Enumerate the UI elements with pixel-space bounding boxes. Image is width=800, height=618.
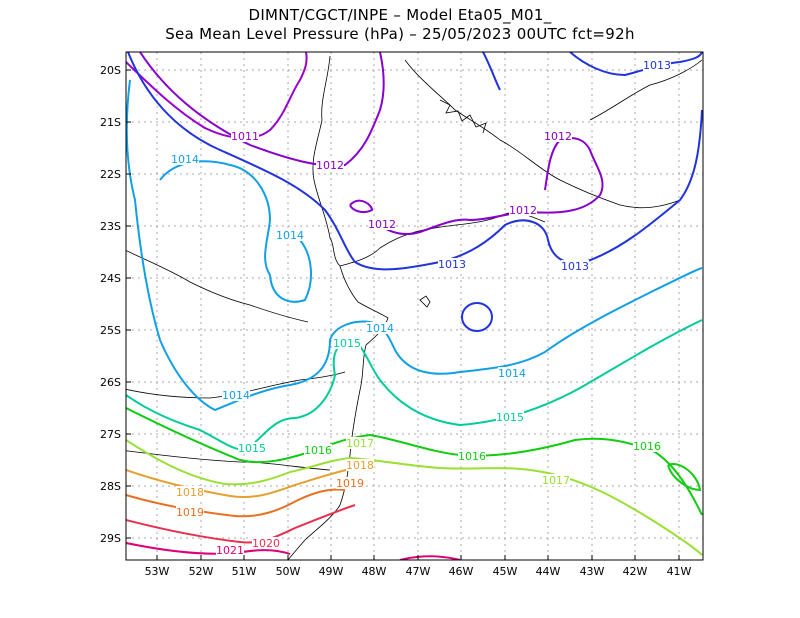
coastline-and-borders: [126, 55, 703, 560]
contour-label-1015: 1015: [238, 442, 266, 455]
contour-label-1019: 1019: [176, 506, 204, 519]
contour-label-1015: 1015: [496, 411, 524, 424]
latitude-tick-labels: 20S 21S 22S 23S 24S 25S 26S 27S 28S 29S: [100, 64, 131, 545]
contour-label-1020: 1020: [252, 537, 280, 550]
contour-label-bg: [496, 411, 524, 423]
contour-label-bg: [333, 337, 361, 349]
isobar-1013-low: [461, 302, 493, 332]
lon-tick-label: 47W: [406, 565, 431, 578]
isobar-1017: [126, 439, 703, 556]
lon-tick-label: 44W: [536, 565, 561, 578]
lon-tick-label: 49W: [319, 565, 344, 578]
contour-label-1018: 1018: [346, 459, 374, 472]
contour-label-1012: 1012: [368, 218, 396, 231]
contour-label-1016: 1016: [633, 440, 661, 453]
contour-label-1019: 1019: [336, 477, 364, 490]
contour-label-1016: 1016: [304, 444, 332, 457]
lon-tick-label: 42W: [623, 565, 648, 578]
lat-tick-label: 22S: [100, 168, 121, 181]
contour-label-bg: [498, 367, 526, 379]
contour-label-1017: 1017: [346, 437, 374, 450]
contour-label-1014: 1014: [171, 153, 199, 166]
contour-label-bg: [222, 389, 250, 401]
isobar-1019: [126, 488, 346, 518]
map-title-line2: Sea Mean Level Pressure (hPa) – 25/05/20…: [165, 25, 635, 43]
contour-label-bg: [368, 218, 396, 230]
contour-label-bg: [366, 322, 394, 334]
contour-label-1021: 1021: [216, 544, 244, 557]
lat-tick-label: 29S: [100, 532, 121, 545]
lon-tick-label: 52W: [189, 565, 214, 578]
isobar-1011: [126, 52, 308, 140]
contour-labels: 1011 1012 1012 1012 1012 1013 1013 1013 1014 1014…: [171, 59, 671, 557]
contour-label-bg: [231, 130, 259, 142]
contour-label-bg: [561, 260, 589, 272]
longitude-tick-labels: 53W 52W 51W 50W 49W 48W 47W 46W 45W 44W 43W 42W 41W: [145, 555, 692, 578]
lon-tick-label: 45W: [493, 565, 518, 578]
contour-label-bg: [336, 477, 364, 489]
contour-label-1013: 1013: [643, 59, 671, 72]
contour-label-bg: [643, 59, 671, 71]
lon-tick-label: 46W: [449, 565, 474, 578]
contour-label-bg: [252, 537, 280, 549]
contour-label-bg: [316, 159, 344, 171]
contour-label-1012: 1012: [316, 159, 344, 172]
contour-label-bg: [509, 204, 537, 216]
map-frame: [125, 51, 704, 561]
lon-tick-label: 48W: [362, 565, 387, 578]
lat-tick-label: 27S: [100, 428, 121, 441]
lon-tick-label: 53W: [145, 565, 170, 578]
contour-label-bg: [542, 474, 570, 486]
contour-label-bg: [276, 229, 304, 241]
lat-tick-label: 21S: [100, 116, 121, 129]
isobar-1018: [126, 467, 356, 499]
lat-tick-label: 24S: [100, 272, 121, 285]
isobar-1013-ne: [569, 52, 703, 77]
contour-label-bg: [458, 450, 486, 462]
contour-label-bg: [544, 130, 572, 142]
isobar-1013-cell: [482, 52, 501, 91]
lon-tick-label: 43W: [580, 565, 605, 578]
lon-tick-label: 50W: [276, 565, 301, 578]
contour-label-bg: [438, 258, 466, 270]
contour-label-1013: 1013: [438, 258, 466, 271]
contour-label-bg: [171, 153, 199, 165]
lat-tick-label: 28S: [100, 480, 121, 493]
lon-tick-label: 51W: [232, 565, 257, 578]
contour-label-bg: [176, 486, 204, 498]
contour-label-1011: 1011: [231, 130, 259, 143]
map-grid: [126, 52, 703, 560]
contour-label-bg: [238, 442, 266, 454]
contour-label-1014: 1014: [498, 367, 526, 380]
contour-label-1013: 1013: [561, 260, 589, 273]
isobar-1014-main: [126, 79, 703, 412]
contour-label-1015: 1015: [333, 337, 361, 350]
contour-label-1017: 1017: [542, 474, 570, 487]
lon-tick-label: 41W: [667, 565, 692, 578]
contour-label-1014: 1014: [366, 322, 394, 335]
contour-label-1016: 1016: [458, 450, 486, 463]
isobar-1015: [126, 319, 703, 452]
contour-label-1012: 1012: [509, 204, 537, 217]
contour-label-1014: 1014: [222, 389, 250, 402]
map-title-line1: DIMNT/CGCT/INPE – Model Eta05_M01_: [248, 6, 552, 24]
lat-tick-label: 23S: [100, 220, 121, 233]
contour-label-bg: [346, 459, 374, 471]
contour-label-1012: 1012: [544, 130, 572, 143]
contour-label-1014: 1014: [276, 229, 304, 242]
lat-tick-label: 25S: [100, 324, 121, 337]
contour-label-1018: 1018: [176, 486, 204, 499]
contour-label-bg: [346, 437, 374, 449]
lat-tick-label: 26S: [100, 376, 121, 389]
contour-label-bg: [633, 440, 661, 452]
contour-label-bg: [216, 544, 244, 556]
isobar-1021: [126, 542, 461, 560]
contour-label-bg: [176, 506, 204, 518]
isobar-1020: [126, 504, 356, 544]
isobar-1013-north: [127, 52, 703, 271]
contour-label-bg: [304, 444, 332, 456]
lat-tick-label: 20S: [100, 64, 121, 77]
